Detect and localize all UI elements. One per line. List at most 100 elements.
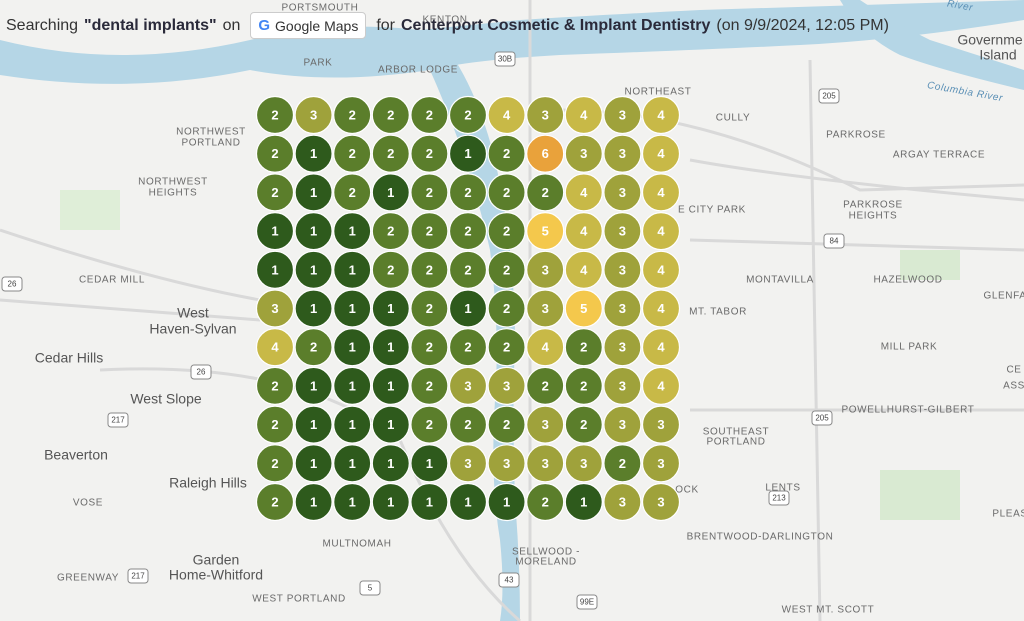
rank-pin <box>641 212 681 251</box>
rank-label: 2 <box>542 185 549 200</box>
rank-label: 3 <box>619 262 626 277</box>
rank-pin <box>294 173 333 212</box>
rank-pin <box>448 405 488 444</box>
map-label: GLENFA <box>983 291 1024 302</box>
rank-pin <box>294 405 333 444</box>
rank-label: 2 <box>310 340 317 355</box>
rank-label: 2 <box>619 456 626 471</box>
rank-label: 1 <box>387 340 394 355</box>
rank-pin <box>255 95 295 135</box>
map-label: PORTLAND <box>181 138 240 149</box>
rank-pin <box>526 212 565 251</box>
rank-pin <box>603 366 642 405</box>
rank-pin <box>333 95 372 135</box>
rank-label: 2 <box>464 262 471 277</box>
rank-pin <box>564 250 603 289</box>
rank-pin <box>410 212 449 251</box>
rank-pin <box>294 444 333 483</box>
header-keyword: "dental implants" <box>84 16 217 34</box>
rank-pin <box>564 289 603 328</box>
rank-pin <box>448 328 488 367</box>
rank-pin <box>448 289 488 328</box>
header-prefix: Searching <box>6 16 79 34</box>
source-name: Google Maps <box>275 17 359 34</box>
park <box>880 470 960 520</box>
rank-label: 3 <box>580 146 587 161</box>
map-label: CE <box>1006 365 1021 376</box>
road-shield <box>107 412 129 428</box>
rank-label: 2 <box>271 185 278 200</box>
map-label: NORTHEAST <box>625 87 692 98</box>
rank-label: 4 <box>580 262 588 277</box>
place-label: Garden <box>193 552 240 568</box>
rank-label: 2 <box>464 108 471 123</box>
rank-pin <box>564 366 603 405</box>
map-label: PORTSMOUTH <box>282 3 359 14</box>
rank-label: 2 <box>426 224 433 239</box>
rank-label: 5 <box>542 224 549 239</box>
rank-label: 4 <box>657 378 665 393</box>
rank-pin <box>487 482 526 522</box>
rank-label: 2 <box>503 185 510 200</box>
rank-label: 2 <box>464 185 471 200</box>
rank-label: 1 <box>349 378 356 393</box>
rank-pin <box>448 134 488 173</box>
rank-label: 1 <box>349 301 356 316</box>
rank-pin <box>333 444 372 483</box>
rank-label: 3 <box>619 301 626 316</box>
rank-label: 2 <box>387 146 394 161</box>
place-label: Beaverton <box>44 447 108 463</box>
rank-pin <box>294 482 333 522</box>
rank-label: 1 <box>349 262 356 277</box>
rank-label: 2 <box>426 378 433 393</box>
rank-label: 2 <box>387 108 394 123</box>
map-label: GREENWAY <box>57 573 119 584</box>
rank-label: 2 <box>542 378 549 393</box>
rank-label: 4 <box>580 185 588 200</box>
rank-pin <box>333 250 372 289</box>
rank-pin <box>371 95 410 135</box>
rank-pin <box>371 366 410 405</box>
place-label: West <box>177 305 209 321</box>
rank-label: 1 <box>349 224 356 239</box>
rank-pin <box>526 134 565 173</box>
rank-pin <box>487 289 526 328</box>
road-shield <box>359 580 381 596</box>
rank-pin <box>371 482 410 522</box>
rank-label: 2 <box>426 185 433 200</box>
rank-pin <box>603 405 642 444</box>
rank-label: 2 <box>426 417 433 432</box>
rank-label: 2 <box>271 146 278 161</box>
rank-label: 2 <box>503 340 510 355</box>
road-shield <box>190 364 212 380</box>
map-label: PARKROSE <box>843 200 903 211</box>
rank-pin <box>526 173 565 212</box>
rank-label: 3 <box>542 301 549 316</box>
rank-pin <box>294 95 333 135</box>
rank-label: 1 <box>310 495 317 510</box>
rank-label: 1 <box>271 224 278 239</box>
map-label: VOSE <box>73 498 103 509</box>
rank-pin <box>294 289 333 328</box>
rank-label: 1 <box>387 456 394 471</box>
shield-label: 84 <box>830 237 839 246</box>
source-badge[interactable]: G Google Maps <box>250 12 367 39</box>
rank-pin <box>371 250 410 289</box>
header-for: for <box>376 16 395 34</box>
rank-label: 2 <box>349 108 356 123</box>
rank-label: 3 <box>310 108 317 123</box>
rank-label: 1 <box>580 495 587 510</box>
rank-pin <box>487 134 526 173</box>
rank-label: 2 <box>503 301 510 316</box>
rank-label: 2 <box>271 456 278 471</box>
rank-pin <box>564 405 603 444</box>
shield-label: 217 <box>111 416 125 425</box>
rank-pin <box>371 173 410 212</box>
rank-label: 4 <box>657 146 665 161</box>
rank-label: 4 <box>657 108 665 123</box>
shield-label: 26 <box>197 368 206 377</box>
rank-label: 4 <box>657 340 665 355</box>
rank-label: 3 <box>542 456 549 471</box>
map-label: MORELAND <box>515 557 576 568</box>
rank-pin <box>487 405 526 444</box>
